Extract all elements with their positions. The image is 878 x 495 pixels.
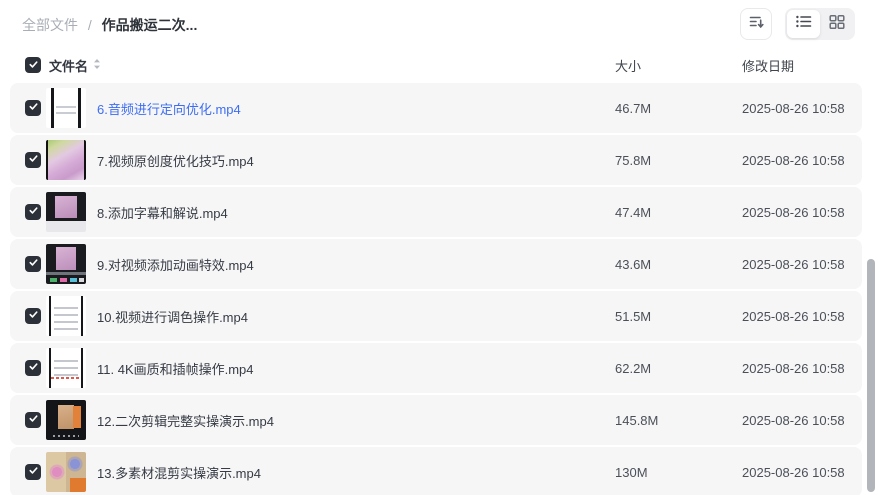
file-name-link[interactable]: 12.二次剪辑完整实操演示.mp4 [97, 413, 274, 429]
table-row[interactable]: 13.多素材混剪实操演示.mp4 130M 2025-08-26 10:58 [10, 447, 862, 495]
table-row[interactable]: 11. 4K画质和插帧操作.mp4 62.2M 2025-08-26 10:58 [10, 343, 862, 393]
table-row[interactable]: 10.视频进行调色操作.mp4 51.5M 2025-08-26 10:58 [10, 291, 862, 341]
file-name-link[interactable]: 11. 4K画质和插帧操作.mp4 [97, 361, 254, 377]
file-size: 51.5M [615, 308, 652, 324]
file-thumbnail [46, 296, 86, 336]
grid-view-button[interactable] [820, 10, 853, 38]
list-view-button[interactable] [787, 10, 820, 38]
select-all-checkbox[interactable] [25, 57, 41, 73]
column-header-name-label: 文件名 [49, 58, 89, 74]
column-header-name[interactable]: 文件名 [49, 56, 101, 75]
file-modified-date: 2025-08-26 10:58 [742, 100, 845, 116]
breadcrumb-separator: / [87, 17, 92, 33]
file-modified-date: 2025-08-26 10:58 [742, 412, 845, 428]
check-icon [28, 255, 39, 273]
row-checkbox[interactable] [25, 152, 41, 168]
file-size: 145.8M [615, 412, 659, 428]
file-name-link[interactable]: 7.视频原创度优化技巧.mp4 [97, 153, 254, 169]
check-icon [28, 58, 39, 73]
file-thumbnail [46, 192, 86, 232]
file-modified-date: 2025-08-26 10:58 [742, 152, 845, 168]
file-size: 75.8M [615, 152, 652, 168]
file-modified-date: 2025-08-26 10:58 [742, 256, 845, 272]
row-checkbox[interactable] [25, 412, 41, 428]
file-name-link[interactable]: 6.音频进行定向优化.mp4 [97, 101, 241, 117]
breadcrumb-all-files-link[interactable]: 全部文件 [22, 17, 78, 33]
view-mode-toggle [785, 8, 855, 40]
row-checkbox[interactable] [25, 100, 41, 116]
file-size: 62.2M [615, 360, 652, 376]
file-thumbnail [46, 452, 86, 492]
check-icon [28, 411, 39, 429]
view-toolbar [740, 8, 855, 40]
table-row[interactable]: 7.视频原创度优化技巧.mp4 75.8M 2025-08-26 10:58 [10, 135, 862, 185]
check-icon [28, 99, 39, 117]
column-header-modified[interactable]: 修改日期 [742, 58, 795, 74]
file-name-link[interactable]: 8.添加字幕和解说.mp4 [97, 205, 228, 221]
sort-arrows-icon[interactable] [93, 58, 101, 73]
file-modified-date: 2025-08-26 10:58 [742, 308, 845, 324]
grid-view-icon [828, 14, 845, 35]
file-thumbnail [46, 244, 86, 284]
file-size: 43.6M [615, 256, 652, 272]
file-modified-date: 2025-08-26 10:58 [742, 464, 845, 480]
file-modified-date: 2025-08-26 10:58 [742, 204, 845, 220]
sort-button[interactable] [740, 8, 772, 40]
check-icon [28, 307, 39, 325]
column-header-size[interactable]: 大小 [615, 58, 642, 74]
file-thumbnail [46, 400, 86, 440]
file-name-link[interactable]: 13.多素材混剪实操演示.mp4 [97, 465, 261, 481]
table-row[interactable]: 9.对视频添加动画特效.mp4 43.6M 2025-08-26 10:58 [10, 239, 862, 289]
check-icon [28, 203, 39, 221]
file-size: 130M [615, 464, 648, 480]
table-header: 文件名 大小 修改日期 [10, 53, 862, 77]
top-bar: 全部文件 / 作品搬运二次... [0, 0, 878, 44]
row-checkbox[interactable] [25, 204, 41, 220]
row-checkbox[interactable] [25, 256, 41, 272]
table-row[interactable]: 12.二次剪辑完整实操演示.mp4 145.8M 2025-08-26 10:5… [10, 395, 862, 445]
file-thumbnail [46, 88, 86, 128]
file-modified-date: 2025-08-26 10:58 [742, 360, 845, 376]
breadcrumb-current-folder: 作品搬运二次... [101, 17, 198, 33]
row-checkbox[interactable] [25, 308, 41, 324]
file-thumbnail [46, 140, 86, 180]
row-checkbox[interactable] [25, 464, 41, 480]
file-size: 46.7M [615, 100, 652, 116]
file-size: 47.4M [615, 204, 652, 220]
file-list: 6.音频进行定向优化.mp4 46.7M 2025-08-26 10:58 7.… [0, 83, 878, 495]
row-checkbox[interactable] [25, 360, 41, 376]
table-row[interactable]: 8.添加字幕和解说.mp4 47.4M 2025-08-26 10:58 [10, 187, 862, 237]
check-icon [28, 151, 39, 169]
list-view-icon [795, 14, 813, 34]
breadcrumb: 全部文件 / 作品搬运二次... [22, 8, 197, 35]
check-icon [28, 463, 39, 481]
file-name-link[interactable]: 10.视频进行调色操作.mp4 [97, 309, 248, 325]
sort-descending-icon [748, 13, 765, 35]
check-icon [28, 359, 39, 377]
file-thumbnail [46, 348, 86, 388]
file-name-link[interactable]: 9.对视频添加动画特效.mp4 [97, 257, 254, 273]
vertical-scrollbar-thumb[interactable] [867, 259, 875, 492]
table-row[interactable]: 6.音频进行定向优化.mp4 46.7M 2025-08-26 10:58 [10, 83, 862, 133]
